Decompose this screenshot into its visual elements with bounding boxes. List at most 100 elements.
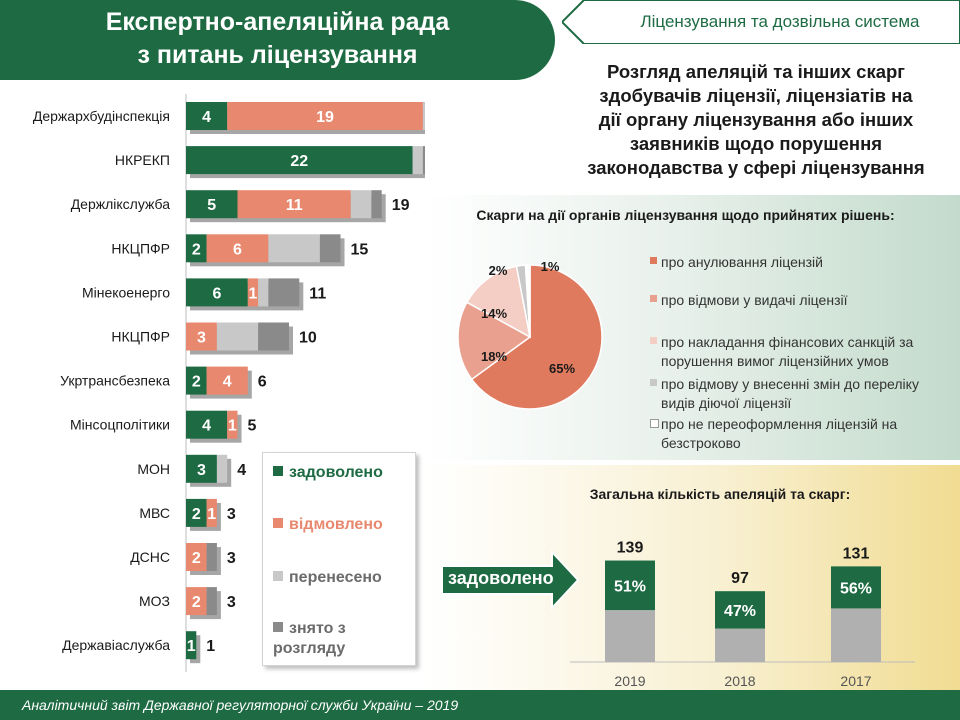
arrow-label: задоволено xyxy=(448,568,554,588)
bar-total-label: 3 xyxy=(227,506,236,523)
pie-legend-item: про накладання фінансових санкцій за пор… xyxy=(650,333,950,371)
category-label: МОЗ xyxy=(139,593,170,609)
bar-segment-satisfied xyxy=(186,498,207,527)
bar-total-label: 19 xyxy=(392,197,410,214)
bar-segment-withdrawn xyxy=(268,278,300,307)
title-line-1: Експертно-апеляційна рада xyxy=(105,8,450,36)
bar-share-label: 47% xyxy=(724,603,756,620)
title-line-2: з питань ліцензування xyxy=(137,41,418,69)
bar-segment-withdrawn xyxy=(371,190,382,219)
headline-line: дії органу ліцензування або інших xyxy=(598,109,914,130)
headline-line: здобувачів ліцензії, ліцензіатів на xyxy=(599,85,913,106)
pie-slice xyxy=(470,264,603,410)
bar-share-label: 56% xyxy=(840,580,872,597)
agency-bar-chart: Держархбудінспекція41933НКРЕКП2226Держлі… xyxy=(33,94,425,672)
bar-segment-rejected xyxy=(186,322,217,351)
bar-segment-withdrawn xyxy=(319,234,341,263)
bar-value-label: 1 xyxy=(187,638,196,655)
satisfied-arrow xyxy=(441,550,580,610)
bar-value-label: 2 xyxy=(192,241,201,258)
subtitle-tab xyxy=(562,0,960,44)
category-label: Держархбудінспекція xyxy=(33,108,170,124)
bar-total-label: 3 xyxy=(227,594,236,611)
bar-total-label: 5 xyxy=(248,418,257,435)
pie-slice xyxy=(457,301,532,381)
legend-swatch xyxy=(650,419,659,428)
year-tick-label: 2019 xyxy=(614,673,645,689)
bar-segment-satisfied xyxy=(186,102,228,130)
legend-swatch xyxy=(650,295,657,302)
category-label: Укртрансбезпека xyxy=(60,373,170,389)
bar-segment-withdrawn xyxy=(206,587,217,616)
bar-segment-rejected xyxy=(206,234,269,263)
bar-value-label: 22 xyxy=(290,153,308,170)
bar-total-label: 10 xyxy=(299,330,317,347)
bar-total-label: 3 xyxy=(227,550,236,567)
category-label: Мінекоенерго xyxy=(82,284,170,300)
bar-total-label: 6 xyxy=(258,374,267,391)
bar-value-label: 4 xyxy=(202,418,211,435)
bar-segment-postponed xyxy=(412,146,423,175)
page-title: Експертно-апеляційна рада з питань ліцен… xyxy=(0,6,555,76)
bar-total-label: 97 xyxy=(731,570,749,587)
legend-swatch xyxy=(650,379,657,386)
bar-segment-other xyxy=(715,628,765,662)
bar-share-label: 51% xyxy=(614,578,646,595)
category-label: НКЦПФР xyxy=(111,240,170,256)
bar-segment-satisfied xyxy=(186,190,238,219)
bar-segment-satisfied xyxy=(186,366,207,395)
bar-segment-postponed xyxy=(216,322,259,351)
pie-value-label: 65% xyxy=(549,361,575,376)
category-label: МВС xyxy=(139,505,170,521)
pie-legend-item: про анулювання ліцензій xyxy=(650,253,950,272)
pie-value-label: 18% xyxy=(481,349,507,364)
bar-value-label: 1 xyxy=(228,418,237,435)
category-label: МОН xyxy=(137,461,170,477)
complaints-pie-chart: 65% 18% 14% 2% 1% xyxy=(457,259,603,410)
bar-value-label: 2 xyxy=(192,506,201,523)
category-label: Держлікслужба xyxy=(71,196,171,212)
headline-line: заявників щодо порушення xyxy=(629,133,883,154)
bar-segment-rejected xyxy=(186,587,207,616)
legend-item-postponed: перенесено xyxy=(273,568,382,588)
bar-value-label: 4 xyxy=(223,374,232,391)
section-subtitle: Ліцензування та дозвільна система xyxy=(640,12,920,31)
bar-segment-satisfied xyxy=(715,591,765,629)
footer-text: Аналітичний звіт Державної регуляторної … xyxy=(22,697,459,713)
pie-slice xyxy=(524,264,531,338)
bar-segment-postponed xyxy=(350,190,372,219)
bar-segment-postponed xyxy=(422,102,425,130)
bar-segment-satisfied xyxy=(186,410,228,439)
pie-value-label: 2% xyxy=(489,263,508,278)
bar-value-label: 6 xyxy=(233,241,242,258)
pie-slice xyxy=(465,265,532,339)
pie-legend-item: про відмову у внесенні змін до переліку … xyxy=(650,375,950,413)
legend-swatch xyxy=(273,518,283,528)
headline-line: законодавства у сфері ліцензування xyxy=(587,157,925,178)
bar-value-label: 5 xyxy=(207,197,216,214)
category-label: Державіаслужба xyxy=(62,637,170,653)
bar-segment-rejected xyxy=(206,366,248,395)
legend-swatch xyxy=(273,571,283,581)
bar-value-label: 3 xyxy=(197,462,206,479)
arrow-shape xyxy=(441,550,580,610)
bar-segment-satisfied xyxy=(186,631,197,660)
bar-segment-other xyxy=(605,610,655,662)
bar-total-label: 11 xyxy=(309,285,326,302)
legend-item-satisfied: задоволено xyxy=(273,463,383,483)
bar-segment-withdrawn xyxy=(422,146,425,175)
bar-segment-postponed xyxy=(258,278,269,307)
pie-legend-item: про відмови у видачі ліцензії xyxy=(650,291,950,310)
bar-segment-postponed xyxy=(268,234,320,263)
legend-item-rejected: відмовлено xyxy=(273,515,383,535)
headline-line: Розгляд апеляцій та інших скарг xyxy=(607,61,905,82)
category-label: ДСНС xyxy=(130,549,170,565)
bar-value-label: 3 xyxy=(197,330,206,347)
category-label: НКЦПФР xyxy=(111,329,170,345)
bar-value-label: 11 xyxy=(286,197,303,214)
yearly-bar-chart: 139 51% 2019 97 47% 2018 131 56% 2017 xyxy=(570,540,915,689)
bar-chart-legend: задоволено відмовлено перенесено знято з… xyxy=(262,452,416,666)
bar-segment-withdrawn xyxy=(206,543,217,571)
pie-legend-item: про не переоформлення ліцензій на безстр… xyxy=(650,415,950,453)
legend-swatch xyxy=(650,257,657,264)
